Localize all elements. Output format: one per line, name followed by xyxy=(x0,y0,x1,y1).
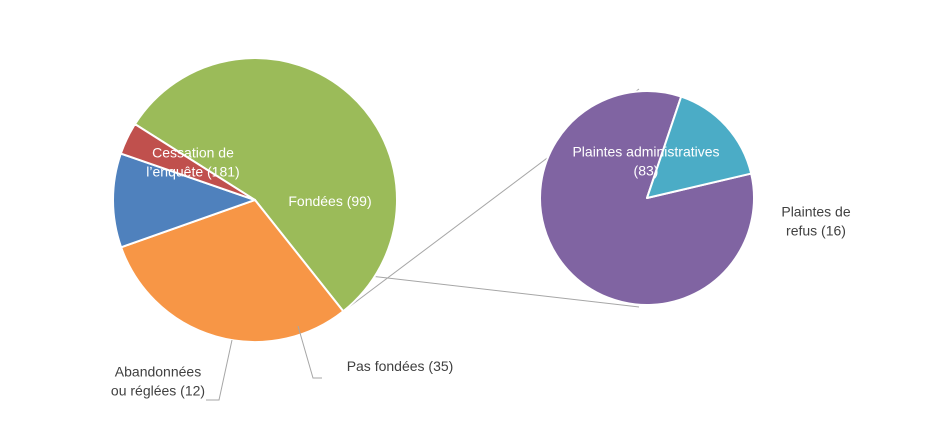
main-slice-pas-fondees-35 xyxy=(112,152,256,249)
main-slice-cessation-de xyxy=(133,57,398,313)
slice-label-line: ou réglées (12) xyxy=(111,382,205,398)
slice-label-pas-fondees-35: Pas fondées (35) xyxy=(347,358,454,374)
slice-label-line: Abandonnées xyxy=(115,363,201,379)
main-slice-abandonnees xyxy=(119,123,256,201)
main-slice-fondees-99 xyxy=(120,199,345,343)
slice-label-line: (83) xyxy=(634,162,659,178)
slice-labels: Cessation de l’enquête (181) Fondées (99) P… xyxy=(111,143,851,398)
slice-label-line: Cessation de xyxy=(152,144,234,160)
slice-label-plaintes-administratives: Plaintes administratives (83) xyxy=(572,143,719,178)
slice-label-abandonnees: Abandonnées ou réglées (12) xyxy=(111,363,205,398)
slice-label-line: Plaintes de xyxy=(781,203,850,219)
main-pie xyxy=(112,57,398,343)
secondary-pie xyxy=(539,90,755,306)
slice-label-plaintes-de: Plaintes de refus (16) xyxy=(781,203,850,238)
slice-label-line: Pas fondées (35) xyxy=(347,358,454,374)
slice-label-line: Plaintes administratives xyxy=(572,143,719,159)
leader-line-pas-fondees xyxy=(297,325,322,379)
slice-label-fondees-99: Fondées (99) xyxy=(288,193,371,209)
slice-label-line: l’enquête (181) xyxy=(146,163,239,179)
slice-label-line: Fondées (99) xyxy=(288,193,371,209)
slice-label-cessation-de: Cessation de l’enquête (181) xyxy=(146,144,239,179)
leader-line-abandonnees xyxy=(206,339,233,401)
secondary-slice-plaintes-de xyxy=(646,95,753,199)
leader-lines xyxy=(206,325,322,401)
slice-label-line: refus (16) xyxy=(786,222,846,238)
